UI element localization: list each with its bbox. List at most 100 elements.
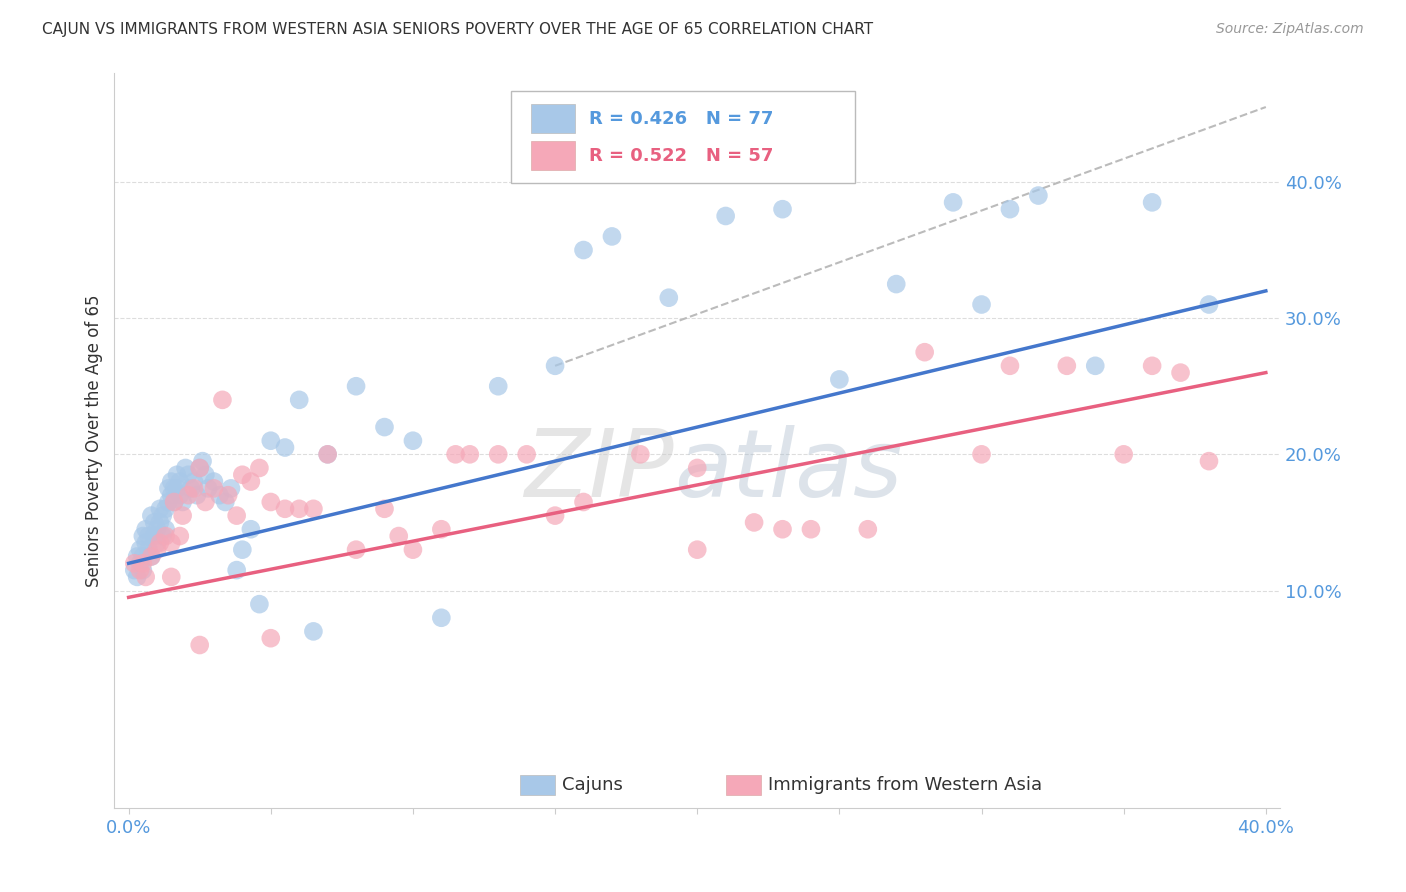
Point — [135, 570, 157, 584]
Point — [135, 522, 157, 536]
Point — [274, 441, 297, 455]
Point — [141, 508, 163, 523]
Text: Source: ZipAtlas.com: Source: ZipAtlas.com — [1216, 22, 1364, 37]
Point — [194, 467, 217, 482]
Text: Immigrants from Western Asia: Immigrants from Western Asia — [768, 776, 1042, 794]
Point — [127, 570, 149, 584]
Point — [742, 516, 765, 530]
Point — [402, 542, 425, 557]
Point — [1028, 188, 1050, 202]
Point — [260, 495, 283, 509]
Point — [458, 447, 481, 461]
Point — [149, 516, 172, 530]
Point — [211, 392, 233, 407]
Point — [138, 542, 160, 557]
Point — [600, 229, 623, 244]
Point — [124, 563, 146, 577]
Point — [124, 556, 146, 570]
Point — [163, 495, 186, 509]
Point — [141, 549, 163, 564]
Point — [1140, 359, 1163, 373]
Point — [146, 542, 169, 557]
Point — [1056, 359, 1078, 373]
Point — [129, 542, 152, 557]
Point — [572, 243, 595, 257]
Point — [444, 447, 467, 461]
Point — [143, 529, 166, 543]
Point — [231, 542, 253, 557]
Point — [177, 467, 200, 482]
Point — [219, 482, 242, 496]
Point — [714, 209, 737, 223]
Point — [1170, 366, 1192, 380]
Point — [260, 631, 283, 645]
FancyBboxPatch shape — [727, 774, 761, 795]
Point — [155, 522, 177, 536]
Point — [132, 529, 155, 543]
Point — [247, 597, 270, 611]
Point — [183, 475, 205, 489]
Point — [191, 454, 214, 468]
Point — [217, 488, 239, 502]
Point — [970, 297, 993, 311]
Point — [157, 495, 180, 509]
Point — [169, 488, 191, 502]
Point — [149, 501, 172, 516]
Point — [856, 522, 879, 536]
Point — [166, 482, 188, 496]
Point — [828, 372, 851, 386]
Point — [129, 556, 152, 570]
Point — [146, 522, 169, 536]
Point — [160, 570, 183, 584]
Point — [155, 501, 177, 516]
Point — [141, 549, 163, 564]
Point — [316, 447, 339, 461]
Point — [1198, 297, 1220, 311]
Point — [373, 420, 395, 434]
Point — [486, 379, 509, 393]
Point — [208, 488, 231, 502]
Point — [149, 536, 172, 550]
Point — [239, 475, 262, 489]
Text: R = 0.522   N = 57: R = 0.522 N = 57 — [589, 147, 773, 165]
Point — [186, 488, 208, 502]
Point — [998, 202, 1021, 217]
Point — [127, 549, 149, 564]
Point — [260, 434, 283, 448]
Point — [998, 359, 1021, 373]
Point — [1084, 359, 1107, 373]
Point — [202, 475, 225, 489]
Point — [288, 392, 311, 407]
Point — [516, 447, 538, 461]
Point — [163, 482, 186, 496]
Point — [157, 482, 180, 496]
Point — [388, 529, 411, 543]
Point — [572, 495, 595, 509]
Point — [225, 508, 247, 523]
Point — [188, 461, 211, 475]
Point — [132, 563, 155, 577]
Point — [160, 488, 183, 502]
Point — [544, 508, 567, 523]
Point — [344, 379, 367, 393]
Text: CAJUN VS IMMIGRANTS FROM WESTERN ASIA SENIORS POVERTY OVER THE AGE OF 65 CORRELA: CAJUN VS IMMIGRANTS FROM WESTERN ASIA SE… — [42, 22, 873, 37]
Point — [188, 461, 211, 475]
Point — [174, 461, 197, 475]
Point — [247, 461, 270, 475]
Point — [402, 434, 425, 448]
Point — [658, 291, 681, 305]
Point — [183, 482, 205, 496]
Text: ZIP: ZIP — [524, 425, 673, 516]
Text: Cajuns: Cajuns — [562, 776, 623, 794]
Point — [194, 495, 217, 509]
Point — [169, 475, 191, 489]
Point — [544, 359, 567, 373]
Point — [274, 501, 297, 516]
Point — [942, 195, 965, 210]
Point — [132, 556, 155, 570]
Point — [288, 501, 311, 516]
Point — [197, 482, 219, 496]
FancyBboxPatch shape — [530, 141, 575, 170]
Point — [344, 542, 367, 557]
Y-axis label: Seniors Poverty Over the Age of 65: Seniors Poverty Over the Age of 65 — [86, 294, 103, 587]
